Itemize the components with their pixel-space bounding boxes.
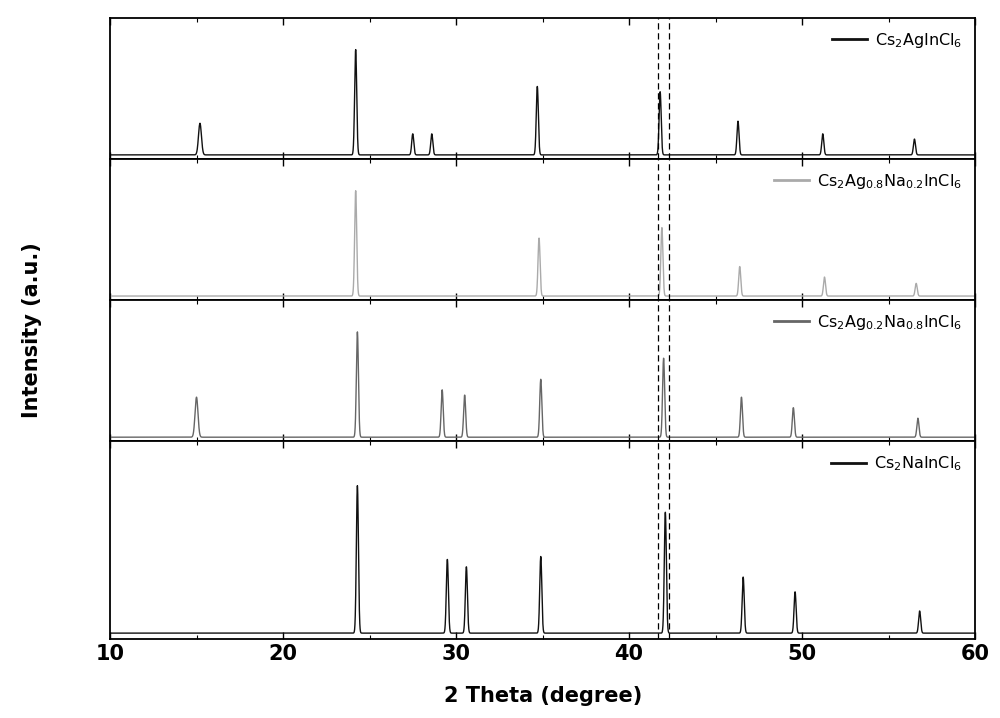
Legend: Cs$_2$AgInCl$_6$: Cs$_2$AgInCl$_6$ [827,26,967,55]
Text: Intensity (a.u.): Intensity (a.u.) [22,243,42,418]
Legend: Cs$_2$Ag$_{0.8}$Na$_{0.2}$InCl$_6$: Cs$_2$Ag$_{0.8}$Na$_{0.2}$InCl$_6$ [769,167,967,196]
Legend: Cs$_2$Ag$_{0.2}$Na$_{0.8}$InCl$_6$: Cs$_2$Ag$_{0.2}$Na$_{0.8}$InCl$_6$ [769,308,967,337]
Legend: Cs$_2$NaInCl$_6$: Cs$_2$NaInCl$_6$ [826,449,967,477]
Text: 2 Theta (degree): 2 Theta (degree) [444,686,642,707]
